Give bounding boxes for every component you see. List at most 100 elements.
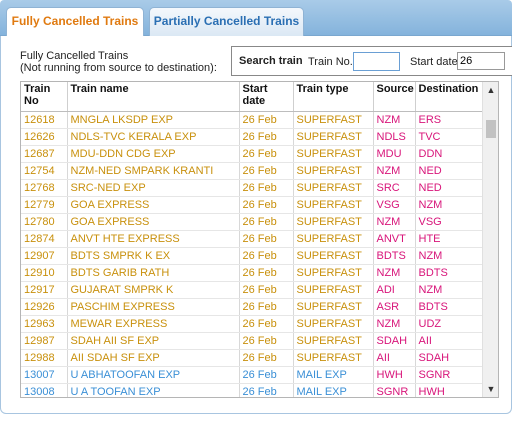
start-date-label: Start date xyxy=(410,56,458,68)
table-row[interactable]: 12926 PASCHIM EXPRESS 26 Feb SUPERFAST ASR BD… xyxy=(21,298,484,316)
cancelled-trains-table: Train No Train name Start date Train type … xyxy=(21,82,484,397)
cell-source: MDU xyxy=(373,145,416,163)
cell-train-name: NZM-NED SMPARK KRANTI xyxy=(67,162,240,180)
cell-source: AII xyxy=(373,349,416,367)
train-no-input[interactable] xyxy=(353,52,400,71)
cell-train-type: SUPERFAST xyxy=(293,247,374,265)
col-destination[interactable]: Destination xyxy=(415,82,484,112)
triangle-down-icon[interactable]: ▼ xyxy=(486,384,496,394)
triangle-up-icon[interactable]: ▲ xyxy=(486,85,496,95)
cell-start-date: 26 Feb xyxy=(239,383,294,397)
cell-source: NZM xyxy=(373,264,416,282)
cell-train-type: SUPERFAST xyxy=(293,349,374,367)
cell-destination: HWH xyxy=(415,383,484,397)
cell-destination: NZM xyxy=(415,281,484,299)
cell-destination: BDTS xyxy=(415,298,484,316)
col-source[interactable]: Source xyxy=(373,82,416,112)
cell-train-type: SUPERFAST xyxy=(293,281,374,299)
cell-train-no: 12907 xyxy=(21,247,68,265)
table-row[interactable]: 12780 GOA EXPRESS 26 Feb SUPERFAST NZM VSG xyxy=(21,213,484,231)
panel-caption: Fully Cancelled Trains (Not running from… xyxy=(20,50,217,74)
cell-train-type: SUPERFAST xyxy=(293,179,374,197)
tab-fully-cancelled[interactable]: Fully Cancelled Trains xyxy=(6,7,144,36)
cell-train-type: SUPERFAST xyxy=(293,264,374,282)
table-row[interactable]: 12917 GUJARAT SMPRK K 26 Feb SUPERFAST ADI NZ… xyxy=(21,281,484,299)
col-train-type[interactable]: Train type xyxy=(293,82,374,112)
cell-train-name: MNGLA LKSDP EXP xyxy=(67,111,240,129)
cell-source: ASR xyxy=(373,298,416,316)
cell-train-type: MAIL EXP xyxy=(293,366,374,384)
cell-train-name: U A TOOFAN EXP xyxy=(67,383,240,397)
cell-destination: NED xyxy=(415,162,484,180)
cell-train-type: MAIL EXP xyxy=(293,383,374,397)
caption-subtitle: (Not running from source to destination)… xyxy=(20,62,217,74)
cell-start-date: 26 Feb xyxy=(239,332,294,350)
cell-start-date: 26 Feb xyxy=(239,247,294,265)
cell-source: NZM xyxy=(373,111,416,129)
cell-train-type: SUPERFAST xyxy=(293,332,374,350)
table-row[interactable]: 12754 NZM-NED SMPARK KRANTI 26 Feb SUPERFAS… xyxy=(21,162,484,180)
table-row[interactable]: 12687 MDU-DDN CDG EXP 26 Feb SUPERFAST MDU DD… xyxy=(21,145,484,163)
table-row[interactable]: 12779 GOA EXPRESS 26 Feb SUPERFAST VSG NZM xyxy=(21,196,484,214)
cell-source: ADI xyxy=(373,281,416,299)
cell-train-type: SUPERFAST xyxy=(293,315,374,333)
cell-train-name: SRC-NED EXP xyxy=(67,179,240,197)
table-row[interactable]: 12963 MEWAR EXPRESS 26 Feb SUPERFAST NZM UDZ xyxy=(21,315,484,333)
table-row[interactable]: 12626 NDLS-TVC KERALA EXP 26 Feb SUPERFAST N… xyxy=(21,128,484,146)
search-train-box: Search train Train No. Start date xyxy=(231,46,512,76)
cell-train-name: U ABHATOOFAN EXP xyxy=(67,366,240,384)
table-row[interactable]: 12988 AII SDAH SF EXP 26 Feb SUPERFAST AII SD… xyxy=(21,349,484,367)
cell-train-no: 12687 xyxy=(21,145,68,163)
train-no-label: Train No. xyxy=(308,56,353,68)
table-row[interactable]: 13008 U A TOOFAN EXP 26 Feb MAIL EXP SGNR HWH xyxy=(21,383,484,397)
cell-destination: AII xyxy=(415,332,484,350)
start-date-input[interactable] xyxy=(457,52,505,70)
cell-train-name: PASCHIM EXPRESS xyxy=(67,298,240,316)
cell-train-type: SUPERFAST xyxy=(293,213,374,231)
cell-destination: NED xyxy=(415,179,484,197)
cell-destination: NZM xyxy=(415,196,484,214)
cell-destination: UDZ xyxy=(415,315,484,333)
col-train-name[interactable]: Train name xyxy=(67,82,240,112)
cell-destination: ERS xyxy=(415,111,484,129)
cell-train-name: BDTS SMPRK K EX xyxy=(67,247,240,265)
cell-source: SDAH xyxy=(373,332,416,350)
col-train-no[interactable]: Train No xyxy=(21,82,68,112)
table-row[interactable]: 12768 SRC-NED EXP 26 Feb SUPERFAST SRC NED xyxy=(21,179,484,197)
cell-source: NZM xyxy=(373,213,416,231)
cell-train-name: BDTS GARIB RATH xyxy=(67,264,240,282)
cell-destination: NZM xyxy=(415,247,484,265)
cell-destination: VSG xyxy=(415,213,484,231)
table-row[interactable]: 12910 BDTS GARIB RATH 26 Feb SUPERFAST NZM BD… xyxy=(21,264,484,282)
cell-train-type: SUPERFAST xyxy=(293,162,374,180)
cell-source: NDLS xyxy=(373,128,416,146)
cell-train-no: 12963 xyxy=(21,315,68,333)
tab-partially-cancelled[interactable]: Partially Cancelled Trains xyxy=(149,7,304,36)
col-start-date[interactable]: Start date xyxy=(239,82,294,112)
cell-source: ANVT xyxy=(373,230,416,248)
cell-train-name: AII SDAH SF EXP xyxy=(67,349,240,367)
cell-start-date: 26 Feb xyxy=(239,366,294,384)
scrollbar-thumb[interactable] xyxy=(486,120,496,138)
cell-start-date: 26 Feb xyxy=(239,264,294,282)
cell-source: HWH xyxy=(373,366,416,384)
vertical-scrollbar[interactable]: ▲ ▼ xyxy=(482,82,498,397)
cell-train-name: NDLS-TVC KERALA EXP xyxy=(67,128,240,146)
table-row[interactable]: 13007 U ABHATOOFAN EXP 26 Feb MAIL EXP HWH SG… xyxy=(21,366,484,384)
table-row[interactable]: 12874 ANVT HTE EXPRESS 26 Feb SUPERFAST ANVT… xyxy=(21,230,484,248)
cell-source: SRC xyxy=(373,179,416,197)
tab-strip: Fully Cancelled Trains Partially Cancell… xyxy=(0,0,512,36)
cell-train-no: 12874 xyxy=(21,230,68,248)
cell-source: SGNR xyxy=(373,383,416,397)
cell-train-no: 12917 xyxy=(21,281,68,299)
cell-train-no: 12618 xyxy=(21,111,68,129)
cell-train-no: 12779 xyxy=(21,196,68,214)
table-row[interactable]: 12987 SDAH AII SF EXP 26 Feb SUPERFAST SDAH A… xyxy=(21,332,484,350)
table-row[interactable]: 12618 MNGLA LKSDP EXP 26 Feb SUPERFAST NZM ER… xyxy=(21,111,484,129)
table-row[interactable]: 12907 BDTS SMPRK K EX 26 Feb SUPERFAST BDTS N… xyxy=(21,247,484,265)
cell-destination: SGNR xyxy=(415,366,484,384)
cell-train-type: SUPERFAST xyxy=(293,298,374,316)
cell-start-date: 26 Feb xyxy=(239,128,294,146)
cell-train-no: 12988 xyxy=(21,349,68,367)
cell-train-no: 13007 xyxy=(21,366,68,384)
